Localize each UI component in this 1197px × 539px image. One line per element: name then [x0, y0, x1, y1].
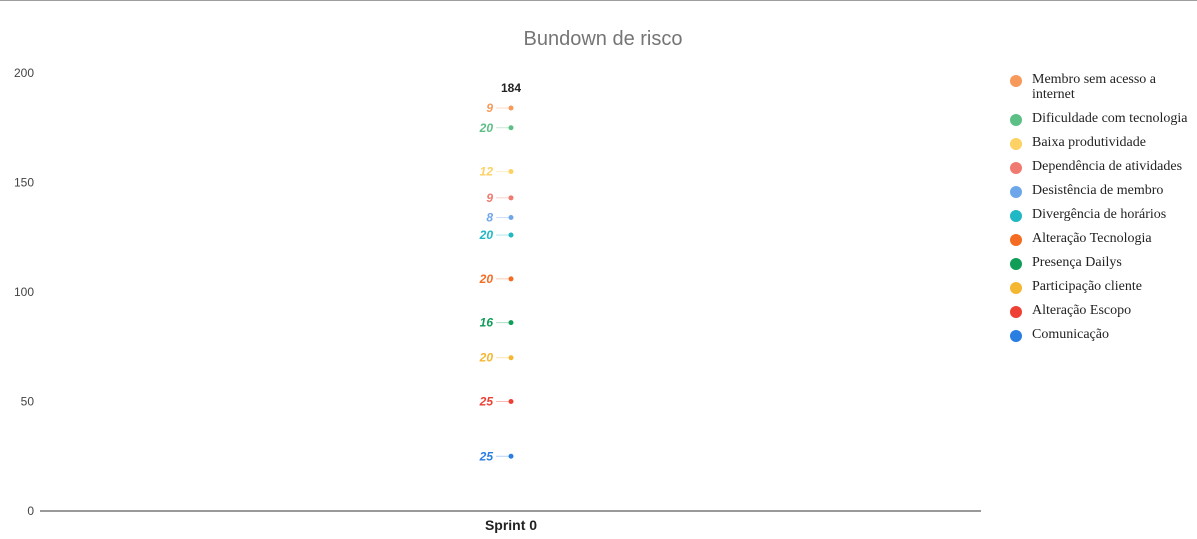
data-point[interactable] — [508, 276, 514, 282]
data-label: 25 — [479, 449, 494, 463]
data-label: 8 — [486, 211, 493, 225]
series-layer: 25 25 20 16 20 20 8 9 12 20 9 — [479, 101, 514, 463]
legend: Membro sem acesso a internet Dificuldade … — [1010, 72, 1197, 351]
legend-marker — [1010, 330, 1022, 342]
legend-item[interactable]: Participação cliente — [1010, 279, 1197, 294]
y-tick-label: 50 — [21, 395, 35, 409]
legend-item[interactable]: Baixa produtividade — [1010, 135, 1197, 150]
legend-label: Dificuldade com tecnologia — [1032, 111, 1188, 126]
data-point[interactable] — [508, 232, 514, 238]
legend-label: Membro sem acesso a internet — [1032, 72, 1157, 102]
legend-label: Presença Dailys — [1032, 255, 1122, 270]
legend-label: Divergência de horários — [1032, 207, 1167, 222]
legend-marker — [1010, 114, 1022, 126]
data-point[interactable] — [508, 399, 514, 404]
legend-label: Dependência de atividades — [1032, 159, 1183, 174]
data-point[interactable] — [508, 355, 514, 361]
y-tick-label: 100 — [14, 285, 34, 299]
legend-item[interactable]: Divergência de horários — [1010, 207, 1197, 222]
legend-marker — [1010, 75, 1022, 87]
legend-item[interactable]: Desistência de membro — [1010, 183, 1197, 198]
legend-marker — [1010, 234, 1022, 246]
legend-marker — [1010, 282, 1022, 294]
legend-label: Baixa produtividade — [1032, 135, 1146, 150]
data-point[interactable] — [508, 320, 514, 326]
data-point[interactable] — [508, 215, 514, 221]
data-label: 20 — [479, 228, 494, 242]
data-label: 25 — [479, 395, 494, 409]
data-label: 20 — [479, 351, 494, 365]
legend-item[interactable]: Alteração Escopo — [1010, 303, 1197, 318]
data-label: 12 — [480, 165, 494, 179]
x-tick-label: Sprint 0 — [485, 517, 537, 533]
legend-label: Comunicação — [1032, 327, 1109, 342]
legend-label: Alteração Escopo — [1032, 303, 1132, 318]
legend-label: Alteração Tecnologia — [1032, 231, 1152, 246]
data-point[interactable] — [508, 105, 514, 111]
chart-canvas: Bundown de risco 0 50 100 150 200 Sprint 0 2… — [14, 28, 981, 533]
y-axis: 0 50 100 150 200 — [14, 66, 34, 518]
legend-marker — [1010, 258, 1022, 270]
legend-marker — [1010, 210, 1022, 222]
legend-marker — [1010, 186, 1022, 198]
data-label: 9 — [486, 191, 493, 205]
data-point[interactable] — [508, 169, 514, 175]
legend-marker — [1010, 306, 1022, 318]
data-label: 20 — [479, 121, 494, 135]
legend-item[interactable]: Presença Dailys — [1010, 255, 1197, 270]
legend-label: Participação cliente — [1032, 279, 1142, 294]
y-tick-label: 200 — [14, 66, 34, 80]
legend-label: Desistência de membro — [1032, 183, 1164, 198]
legend-item[interactable]: Membro sem acesso a internet — [1010, 72, 1197, 102]
legend-marker — [1010, 162, 1022, 174]
legend-item[interactable]: Dependência de atividades — [1010, 159, 1197, 174]
y-tick-label: 0 — [27, 504, 34, 518]
data-label: 9 — [486, 101, 493, 115]
data-point[interactable] — [508, 195, 514, 201]
total-label: 184 — [501, 81, 521, 95]
data-label: 20 — [479, 272, 494, 286]
data-point[interactable] — [508, 453, 514, 459]
legend-marker — [1010, 138, 1022, 150]
data-label: 16 — [480, 316, 494, 330]
legend-item[interactable]: Alteração Tecnologia — [1010, 231, 1197, 246]
top-border — [0, 0, 1197, 1]
data-point[interactable] — [508, 125, 514, 131]
y-tick-label: 150 — [14, 176, 34, 190]
legend-item[interactable]: Comunicação — [1010, 327, 1197, 342]
legend-item[interactable]: Dificuldade com tecnologia — [1010, 111, 1197, 126]
chart-title: Bundown de risco — [524, 28, 683, 50]
